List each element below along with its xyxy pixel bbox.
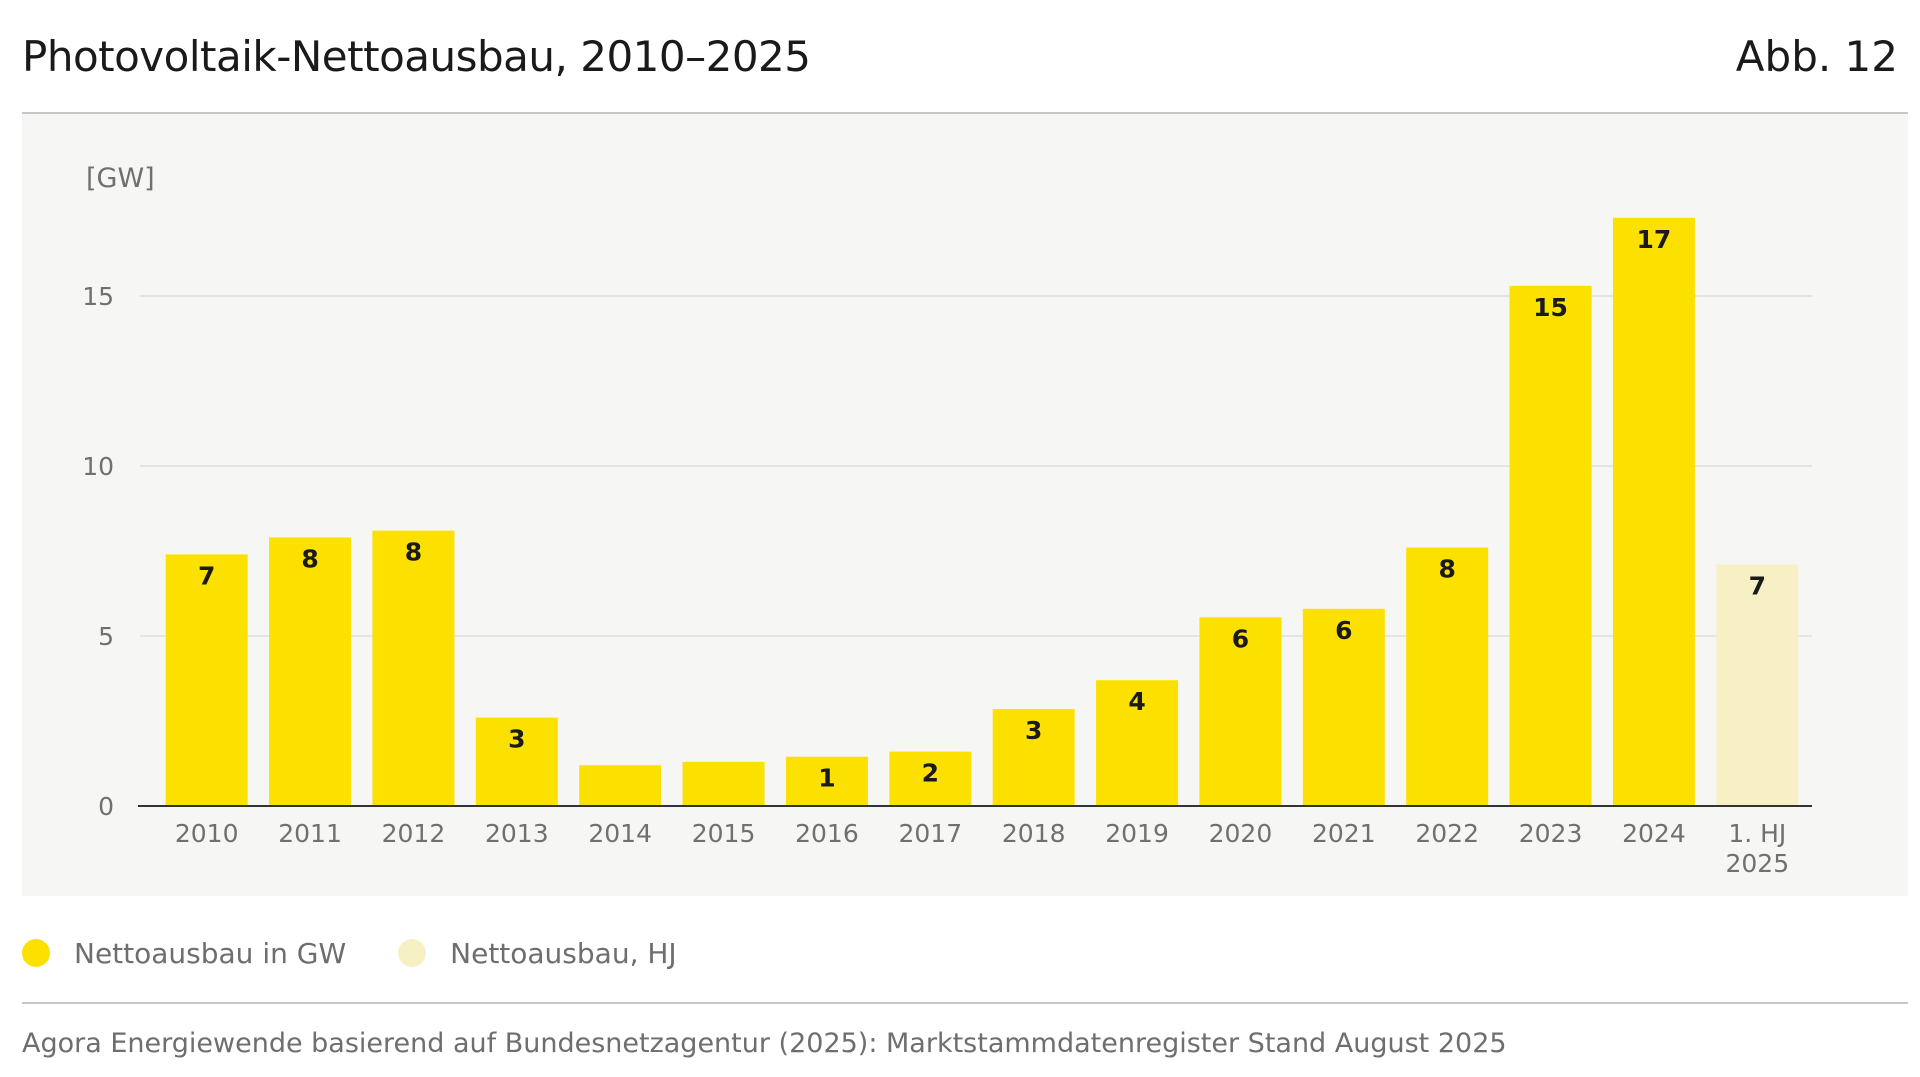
legend: Nettoausbau in GW Nettoausbau, HJ	[22, 935, 729, 971]
x-tick-label: 2013	[485, 819, 549, 848]
bar	[269, 537, 352, 806]
bar	[889, 751, 972, 806]
bar	[992, 709, 1075, 806]
x-tick-label: 2014	[588, 819, 652, 848]
data-label: 4	[1128, 687, 1145, 716]
y-tick-label: 15	[82, 282, 114, 311]
x-tick-label: 2016	[795, 819, 859, 848]
legend-swatch-half-year	[398, 939, 427, 967]
data-label: 3	[508, 725, 525, 754]
data-label: 7	[1749, 572, 1766, 601]
top-divider	[22, 112, 1908, 114]
x-tick-label: 2023	[1519, 819, 1583, 848]
data-label: 7	[198, 561, 215, 590]
chart-title: Photovoltaik-Nettoausbau, 2010–2025	[22, 32, 811, 81]
x-tick-label: 2015	[692, 819, 756, 848]
data-label: 8	[301, 544, 318, 573]
x-tick-label: 2020	[1209, 819, 1273, 848]
bar	[1509, 285, 1592, 806]
bar	[1302, 608, 1385, 806]
chart-panel: 0 5 10 15 [GW] 7 2010 8 2011 8 2012 3 2013 2014 2015 1 2…	[22, 114, 1908, 896]
x-tick-label: 2012	[382, 819, 446, 848]
y-tick-label: 0	[98, 792, 114, 821]
bar	[1199, 617, 1282, 806]
legend-item-half-year: Nettoausbau, HJ	[398, 937, 677, 970]
x-tick-label: 2018	[1002, 819, 1066, 848]
bar	[682, 761, 765, 806]
legend-swatch-primary	[22, 939, 50, 967]
bar	[165, 554, 248, 806]
x-tick-label: 2017	[899, 819, 963, 848]
source-note: Agora Energiewende basierend auf Bundesn…	[22, 1028, 1507, 1059]
x-tick-label: 2019	[1105, 819, 1169, 848]
x-tick-label: 2011	[278, 819, 342, 848]
y-tick-label: 5	[98, 622, 114, 651]
bottom-divider	[22, 1002, 1908, 1004]
data-label: 3	[1025, 716, 1042, 745]
data-label: 15	[1533, 293, 1568, 322]
bar	[785, 756, 868, 806]
y-tick-label: 10	[82, 452, 114, 481]
legend-item-primary: Nettoausbau in GW	[22, 937, 346, 970]
x-tick-label: 1. HJ 2025	[1726, 819, 1790, 878]
data-label: 17	[1637, 225, 1672, 254]
data-label: 6	[1232, 624, 1249, 653]
data-label: 2	[922, 759, 939, 788]
x-tick-label: 2024	[1622, 819, 1686, 848]
data-label: 8	[405, 538, 422, 567]
bar	[1612, 217, 1695, 807]
x-tick-label: 2021	[1312, 819, 1376, 848]
bar	[372, 530, 455, 806]
y-axis-label: [GW]	[86, 163, 155, 194]
legend-label-primary: Nettoausbau in GW	[74, 936, 347, 970]
bar-chart: 0 5 10 15 [GW] 7 2010 8 2011 8 2012 3 2013 2014 2015 1 2…	[82, 163, 1812, 878]
x-tick-label: 2022	[1415, 819, 1479, 848]
bar	[1716, 564, 1799, 806]
bar	[1406, 547, 1489, 806]
figure-number: Abb. 12	[1735, 32, 1898, 81]
bar	[579, 765, 662, 806]
bar	[1096, 680, 1179, 806]
data-label: 6	[1335, 616, 1352, 645]
x-tick-label: 2010	[175, 819, 239, 848]
bar	[475, 717, 558, 806]
legend-label-half-year: Nettoausbau, HJ	[450, 936, 677, 970]
data-label: 1	[818, 764, 835, 793]
data-label: 8	[1438, 555, 1455, 584]
